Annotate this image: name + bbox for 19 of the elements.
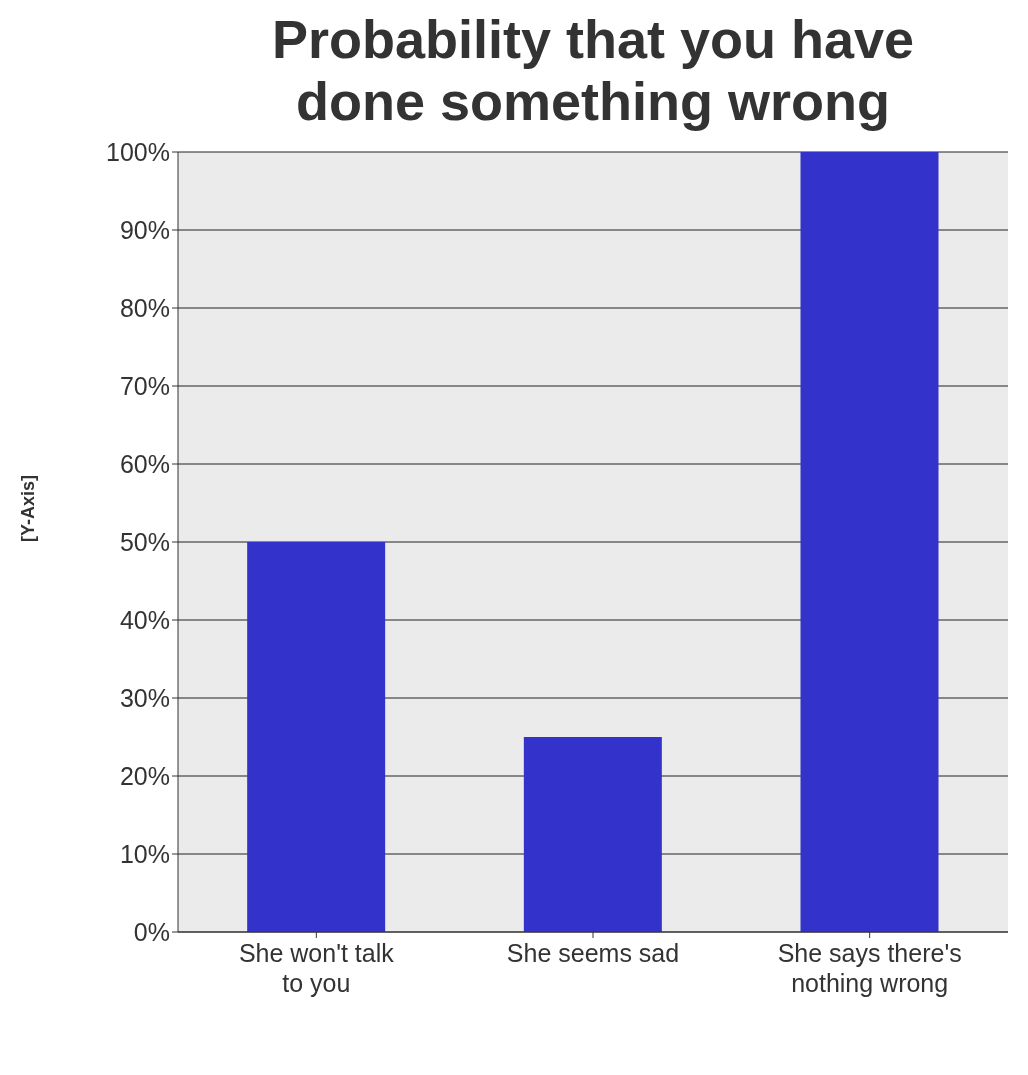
y-tick-label: 40%	[119, 605, 170, 634]
y-tick-label: 0%	[133, 917, 170, 946]
y-tick-label: 10%	[119, 839, 170, 868]
y-tick-label: 60%	[119, 449, 170, 478]
y-tick-label: 20%	[119, 761, 170, 790]
x-tick-label: She says there's nothing wrong	[777, 939, 962, 997]
bar	[800, 152, 939, 932]
x-tick-label: She won't talk to you	[238, 939, 395, 997]
x-tick-label: She seems sad	[506, 939, 680, 967]
y-tick-label: 100%	[106, 137, 170, 166]
y-tick-label: 90%	[119, 215, 170, 244]
y-axis-title: [Y-Axis]	[18, 474, 39, 542]
y-tick-label: 80%	[119, 293, 170, 322]
chart-title: Probability that you have done something wrong	[270, 8, 916, 132]
y-tick-label: 50%	[119, 527, 170, 556]
y-tick-label: 30%	[119, 683, 170, 712]
bar	[247, 542, 386, 932]
bar	[523, 737, 662, 932]
y-tick-label: 70%	[119, 371, 170, 400]
